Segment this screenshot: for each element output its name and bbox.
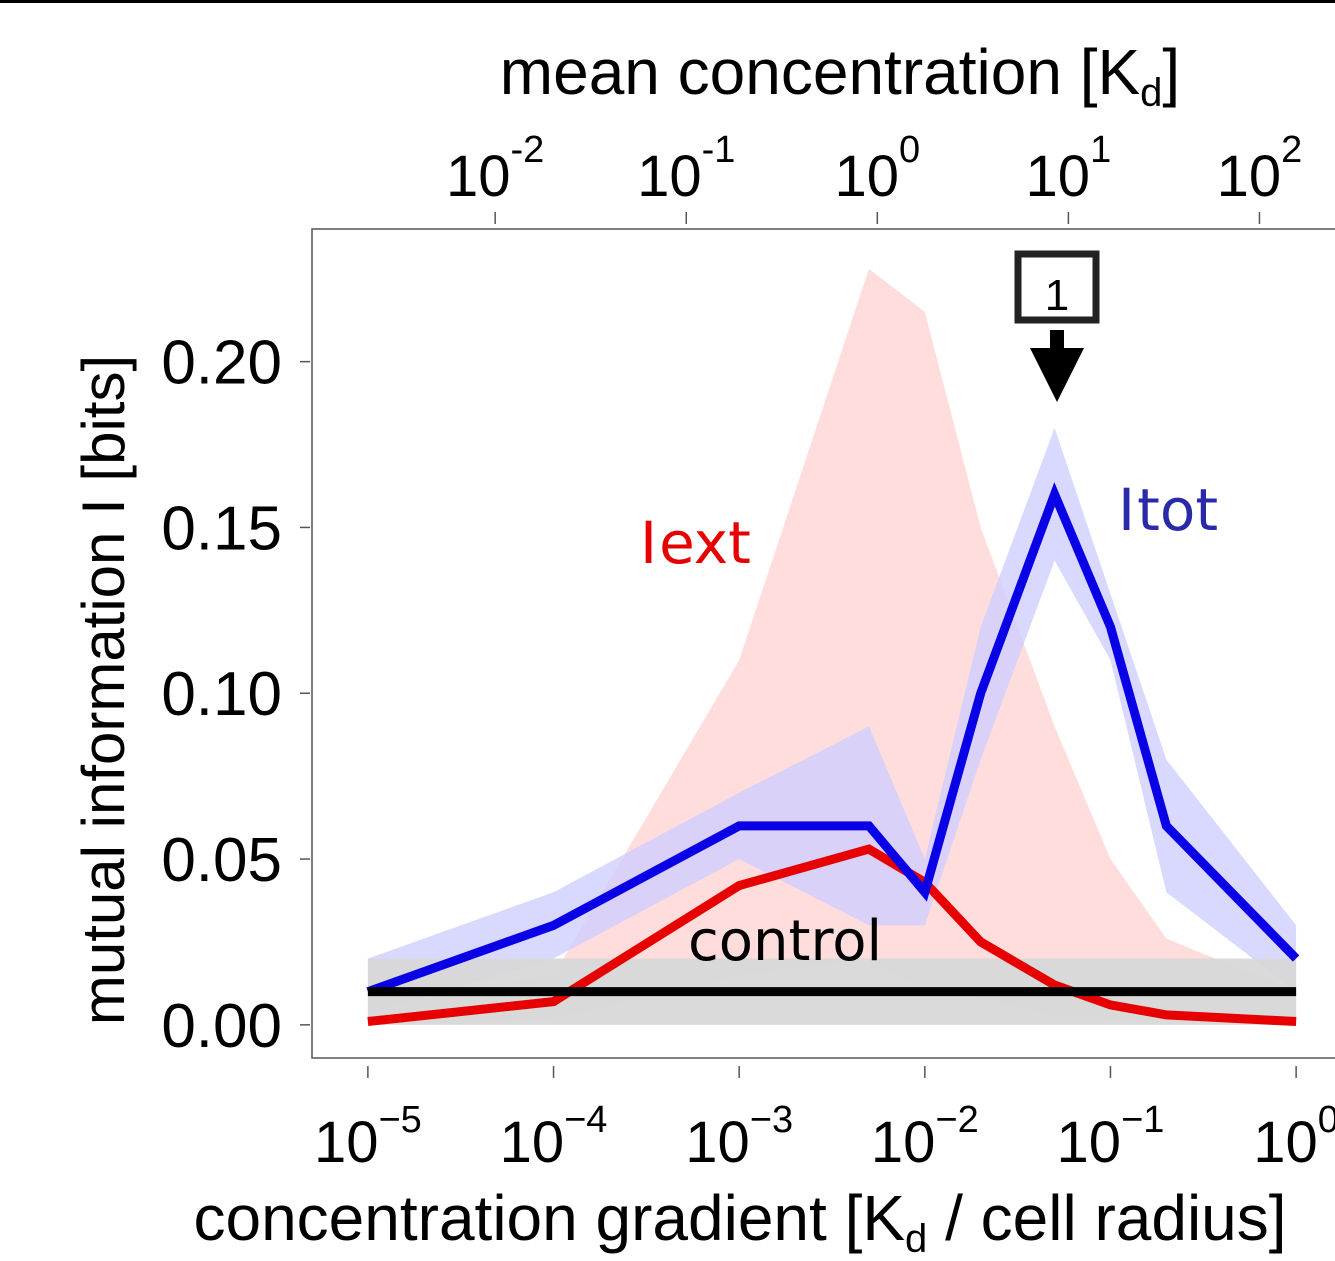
y-tick-label: 0.20 bbox=[161, 329, 282, 398]
annotation-arrow-head bbox=[1030, 348, 1084, 402]
annotation-marker: 1 bbox=[1014, 250, 1100, 402]
x-tick-label: 10−4 bbox=[500, 1099, 608, 1175]
x-axis-title: concentration gradient [Kd / cell radius… bbox=[193, 1182, 1286, 1261]
annotation-arrow-shaft bbox=[1050, 330, 1064, 350]
line-ext bbox=[367, 844, 1297, 1027]
top-axis-title: mean concentration [Kd] bbox=[500, 36, 1180, 115]
plot-frame bbox=[311, 228, 1335, 1059]
y-tick-label: 0.00 bbox=[161, 992, 282, 1061]
x-tick-label: 10−2 bbox=[871, 1099, 979, 1175]
band-tot bbox=[367, 427, 1297, 1015]
series-label-tot: Itot bbox=[1118, 476, 1218, 544]
y-tick-label: 0.05 bbox=[161, 826, 282, 895]
annotation-label: 1 bbox=[1045, 271, 1069, 320]
bottom-ticks: 10−5 10−4 10−3 10−2 10−1 100 bbox=[314, 1066, 1335, 1175]
annotation-box bbox=[1014, 250, 1100, 324]
top-ticks: 10-2 10-1 100 101 102 bbox=[446, 129, 1302, 224]
y-ticks: 0.00 0.05 0.10 0.15 0.20 bbox=[161, 329, 310, 1061]
top-tick-label: 101 bbox=[1026, 129, 1112, 209]
x-tick-label: 10−3 bbox=[685, 1099, 793, 1175]
series-label-ext: Iext bbox=[640, 509, 751, 577]
x-tick-label: 100 bbox=[1253, 1099, 1335, 1175]
x-tick-label: 10−1 bbox=[1057, 1099, 1165, 1175]
band-ext bbox=[367, 268, 1297, 1025]
y-tick-label: 0.10 bbox=[161, 660, 282, 729]
x-tick-label: 10−5 bbox=[314, 1099, 422, 1175]
top-tick-label: 10-2 bbox=[446, 129, 544, 209]
series-label-control: control bbox=[688, 909, 882, 974]
top-tick-label: 100 bbox=[834, 129, 920, 209]
y-axis-title: mutual information I [bits] bbox=[70, 355, 137, 1025]
top-tick-label: 102 bbox=[1217, 129, 1303, 209]
line-tot bbox=[366, 482, 1300, 996]
y-tick-label: 0.15 bbox=[161, 494, 282, 563]
lines-layer bbox=[366, 482, 1300, 1027]
top-tick-label: 10-1 bbox=[637, 129, 735, 209]
